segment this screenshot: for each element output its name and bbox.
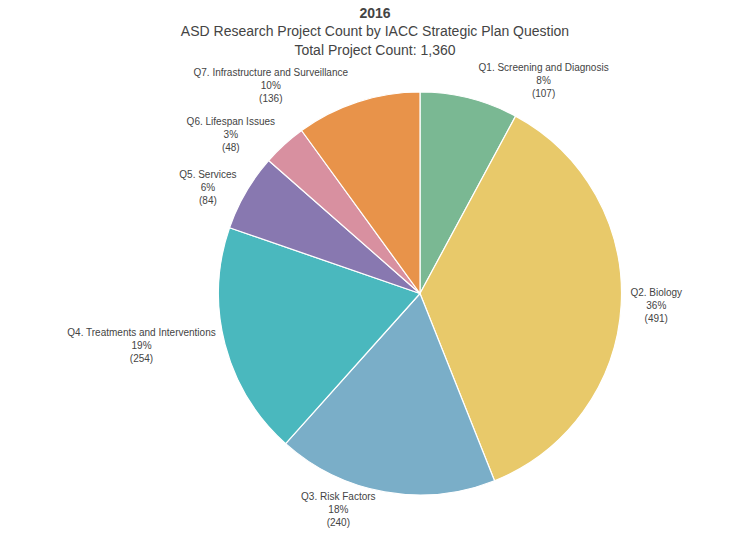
svg-text:Q7. Infrastructure and Surveil: Q7. Infrastructure and Surveillance10%(1…: [194, 67, 349, 104]
svg-text:Q6. Lifespan Issues3%(48): Q6. Lifespan Issues3%(48): [187, 116, 275, 153]
svg-text:Q5. Services6%(84): Q5. Services6%(84): [179, 169, 236, 206]
svg-text:2016ASD Research Project Count: 2016ASD Research Project Count by IACC S…: [181, 5, 569, 57]
svg-text:Q2. Biology36%(491): Q2. Biology36%(491): [630, 287, 682, 324]
svg-text:Q1. Screening and Diagnosis8%(: Q1. Screening and Diagnosis8%(107): [479, 62, 609, 99]
svg-text:Q3. Risk Factors18%(240): Q3. Risk Factors18%(240): [301, 491, 375, 528]
svg-text:Q4. Treatments and Interventio: Q4. Treatments and Interventions19%(254): [67, 327, 215, 364]
